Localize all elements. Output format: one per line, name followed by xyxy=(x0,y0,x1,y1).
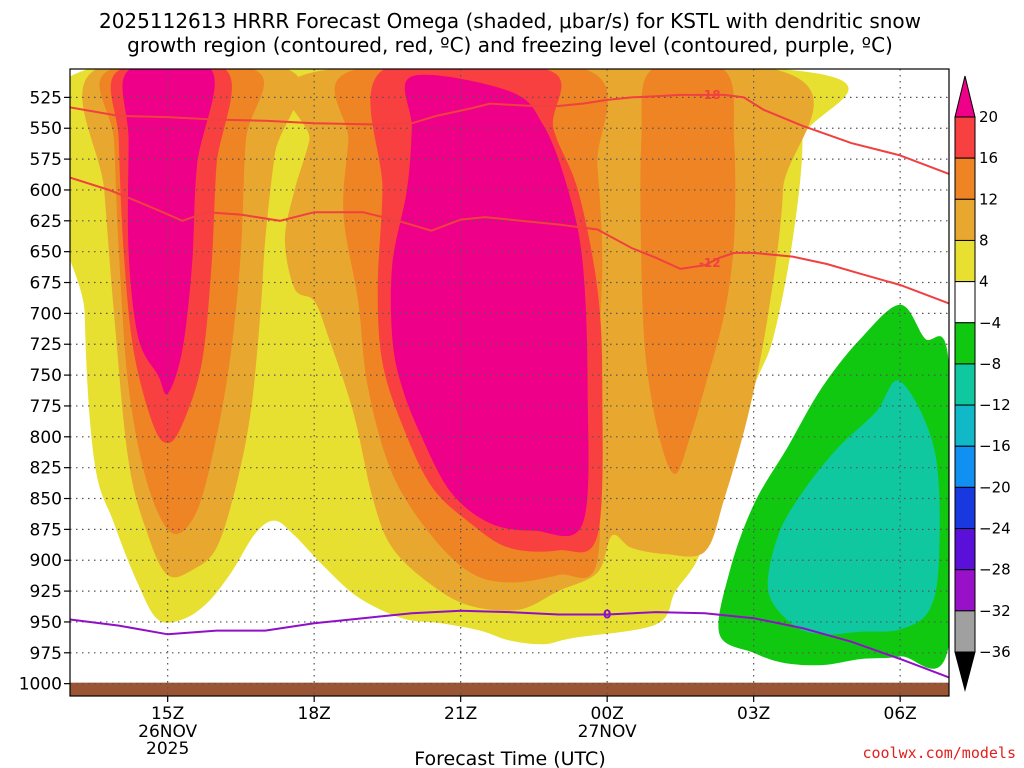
plot-contours: -18 -12 0 xyxy=(70,88,949,679)
y-tick-label-800: 800 xyxy=(30,428,62,448)
y-tick-label-950: 950 xyxy=(30,613,62,633)
omega-shading xyxy=(70,69,949,696)
x-tick-label-06Z: 06Z xyxy=(884,704,917,724)
colorbar-bin-13 xyxy=(954,610,976,653)
colorbar: 20 16 12 8 4 −4 −8 −12 −16 −20 −24 −28 −32 −36 xyxy=(954,75,1011,692)
colorbar-bin-8 xyxy=(954,404,976,447)
y-tick-label-650: 650 xyxy=(30,243,62,263)
x-tick-date-15Z: 26NOV xyxy=(138,722,197,742)
colorbar-bin-12 xyxy=(954,569,976,612)
y-tick-label-750: 750 xyxy=(30,366,62,386)
x-axis-label: Forecast Time (UTC) xyxy=(414,748,605,768)
x-tick-year-15Z: 2025 xyxy=(146,739,189,759)
chart-title-line-2: growth region (contoured, red, ºC) and f… xyxy=(127,33,893,57)
x-tick-label-15Z: 15Z xyxy=(151,704,184,724)
ground-fill xyxy=(70,682,949,696)
plot-gridlines xyxy=(70,69,949,696)
colorbar-label-12: −32 xyxy=(979,602,1011,620)
y-tick-label-850: 850 xyxy=(30,490,62,510)
colorbar-label-9: −20 xyxy=(979,478,1011,496)
plot-frame xyxy=(69,68,950,697)
colorbar-bin-4 xyxy=(954,239,976,283)
dgz-contour-1-label: -12 xyxy=(699,256,721,270)
colorbar-label-7: −12 xyxy=(979,396,1011,414)
omega-region-5 xyxy=(640,69,736,474)
dgz-contour-0-label: -18 xyxy=(699,88,721,102)
omega-region-8 xyxy=(122,69,215,395)
y-tick-label-625: 625 xyxy=(30,212,62,232)
freezing-contour-label: 0 xyxy=(603,608,611,622)
y-tick-label-825: 825 xyxy=(30,459,62,479)
colorbar-bin-10 xyxy=(954,486,976,530)
y-tick-label-600: 600 xyxy=(30,181,62,201)
colorbar-label-5: −4 xyxy=(979,314,1001,332)
x-tick-label-03Z: 03Z xyxy=(737,704,770,724)
y-tick-label-725: 725 xyxy=(30,335,62,355)
y-axis-pressure: 525 550 575 600 625 650 675 700 725 750 775 800 825 8… xyxy=(19,88,70,695)
y-tick-label-900: 900 xyxy=(30,551,62,571)
colorbar-label-3: 8 xyxy=(979,231,989,249)
x-tick-label-00Z: 00Z xyxy=(591,704,624,724)
colorbar-label-8: −16 xyxy=(979,437,1011,455)
chart-title-line-1: 2025112613 HRRR Forecast Omega (shaded, … xyxy=(99,9,921,33)
colorbar-bottom-arrow xyxy=(954,651,976,692)
colorbar-bin-9 xyxy=(954,445,976,488)
x-tick-label-21Z: 21Z xyxy=(444,704,477,724)
colorbar-label-6: −8 xyxy=(979,355,1001,373)
y-tick-label-875: 875 xyxy=(30,520,62,540)
y-tick-label-675: 675 xyxy=(30,274,62,294)
colorbar-label-13: −36 xyxy=(979,643,1011,661)
x-tick-date-00Z: 27NOV xyxy=(578,722,637,742)
y-tick-label-550: 550 xyxy=(30,119,62,139)
y-tick-label-1000: 1000 xyxy=(19,675,62,695)
y-tick-label-575: 575 xyxy=(30,150,62,170)
dgz-contour-1-line xyxy=(70,176,949,305)
x-tick-label-18Z: 18Z xyxy=(298,704,331,724)
y-tick-label-525: 525 xyxy=(30,88,62,108)
colorbar-bin-6 xyxy=(954,322,976,365)
colorbar-label-2: 12 xyxy=(979,190,998,208)
colorbar-label-10: −24 xyxy=(979,520,1011,538)
freezing-contour-line xyxy=(70,609,949,679)
y-tick-label-775: 775 xyxy=(30,397,62,417)
y-tick-label-925: 925 xyxy=(30,582,62,602)
colorbar-label-1: 16 xyxy=(979,149,998,167)
colorbar-label-4: 4 xyxy=(979,273,989,291)
colorbar-bin-2 xyxy=(954,157,976,200)
ground-layer xyxy=(70,682,949,696)
dgz-contour-0-line xyxy=(70,93,949,175)
colorbar-top-arrow xyxy=(954,75,976,118)
y-tick-label-700: 700 xyxy=(30,304,62,324)
colorbar-bin-1 xyxy=(954,116,976,159)
colorbar-bin-3 xyxy=(954,198,976,241)
omega-region-11 xyxy=(767,380,940,635)
colorbar-bin-7 xyxy=(954,363,976,406)
colorbar-bin-5 xyxy=(954,281,976,324)
colorbar-label-11: −28 xyxy=(979,561,1011,579)
y-tick-label-975: 975 xyxy=(30,644,62,664)
credit-watermark: coolwx.com/models xyxy=(862,744,1016,762)
colorbar-label-0: 20 xyxy=(979,108,998,126)
colorbar-bin-11 xyxy=(954,528,976,571)
